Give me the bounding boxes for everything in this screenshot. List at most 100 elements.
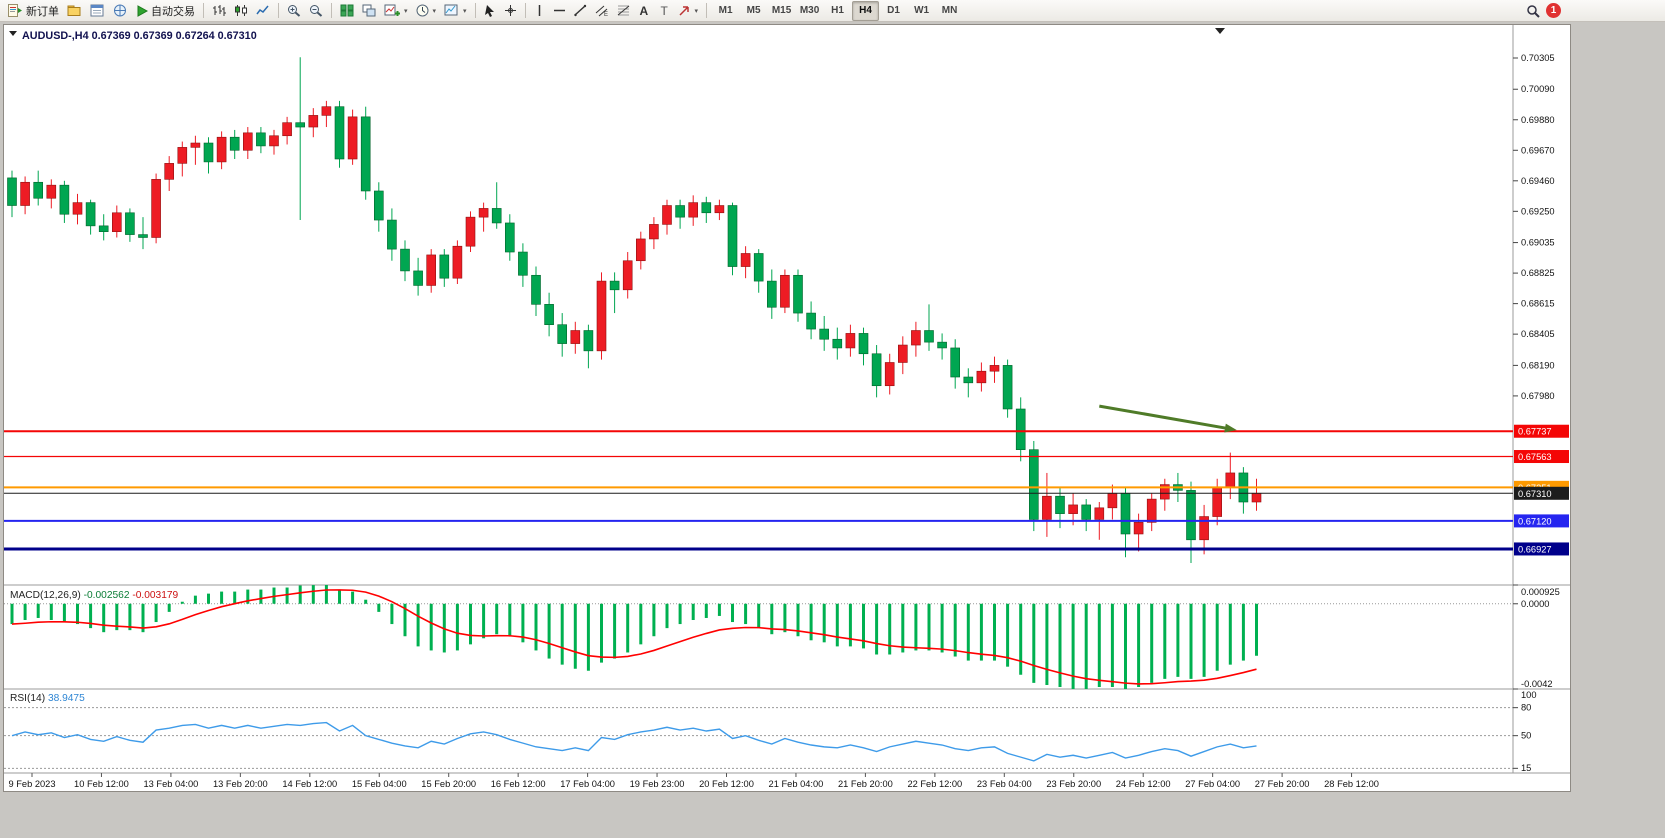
market-watch-button[interactable] (86, 0, 109, 22)
timeframe-D1[interactable]: D1 (887, 5, 900, 16)
svg-text:21 Feb 20:00: 21 Feb 20:00 (838, 779, 893, 789)
chevron-down-icon: ▾ (432, 7, 437, 15)
navigator-icon (113, 4, 128, 17)
chart-window[interactable]: 0.70305 0.70090 0.69880 0.69670 0.69460 0.692… (3, 24, 1571, 792)
cascade-windows-button[interactable] (358, 0, 380, 22)
periods-button[interactable]: ▾ (412, 0, 441, 22)
svg-text:19 Feb 23:00: 19 Feb 23:00 (630, 779, 685, 789)
tile-windows-icon (340, 4, 354, 17)
chart-menu-triangle[interactable] (9, 31, 17, 36)
auto-trading-button-label: 自动交易 (151, 5, 195, 18)
chart-shift-marker[interactable] (1215, 28, 1225, 34)
chart-canvas[interactable]: 0.70305 0.70090 0.69880 0.69670 0.69460 0.692… (4, 25, 1570, 791)
svg-text:17 Feb 04:00: 17 Feb 04:00 (560, 779, 615, 789)
channel-button[interactable]: E (591, 0, 613, 22)
cursor-button[interactable] (480, 0, 500, 22)
timeframe-H1[interactable]: H1 (831, 5, 844, 16)
svg-text:0.67980: 0.67980 (1521, 391, 1555, 401)
timeframe-H4[interactable]: H4 (852, 0, 880, 21)
new-chart-button[interactable]: ▾ (380, 0, 412, 22)
navigator-button[interactable] (109, 0, 132, 22)
price-label-0.67120: 0.67120 (1514, 514, 1569, 528)
crosshair-icon (504, 4, 517, 17)
rsi-axis-label: 50 (1521, 731, 1531, 741)
price-axis: 0.70305 0.70090 0.69880 0.69670 0.69460 0.692… (1513, 53, 1555, 401)
svg-text:16 Feb 12:00: 16 Feb 12:00 (491, 779, 546, 789)
template-chart-icon (444, 4, 459, 17)
svg-text:0.67563: 0.67563 (1518, 452, 1552, 462)
svg-text:22 Feb 12:00: 22 Feb 12:00 (907, 779, 962, 789)
svg-text:20 Feb 12:00: 20 Feb 12:00 (699, 779, 754, 789)
fibonacci-button[interactable] (613, 0, 634, 22)
trend-arrow[interactable] (1099, 404, 1230, 431)
svg-text:23 Feb 04:00: 23 Feb 04:00 (977, 779, 1032, 789)
notification-area: 1 (1526, 3, 1561, 18)
vertical-line-button[interactable] (530, 0, 549, 22)
text-button[interactable]: A (634, 0, 654, 22)
chevron-down-icon: ▾ (404, 7, 408, 15)
svg-text:14 Feb 12:00: 14 Feb 12:00 (282, 779, 337, 789)
timeframe-M1[interactable]: M1 (718, 5, 733, 16)
tile-windows-button[interactable] (336, 0, 358, 22)
text-icon: A (638, 4, 650, 17)
zoom-in-icon (287, 4, 301, 17)
line-chart-icon (256, 4, 270, 17)
svg-text:0.66927: 0.66927 (1518, 544, 1552, 554)
macd-axis-label: 0.0000 (1521, 599, 1549, 609)
svg-text:0.70305: 0.70305 (1521, 53, 1555, 63)
macd-axis-label: -0.0042 (1521, 679, 1553, 689)
svg-text:0.69880: 0.69880 (1521, 115, 1555, 125)
macd-label: MACD(12,26,9) -0.002562 -0.003179 (10, 590, 179, 601)
svg-text:9 Feb 2023: 9 Feb 2023 (8, 779, 55, 789)
svg-text:A: A (639, 4, 648, 17)
svg-text:0.69670: 0.69670 (1521, 145, 1555, 155)
svg-text:0.68615: 0.68615 (1521, 299, 1555, 309)
candlestick-chart-button[interactable] (230, 0, 252, 22)
timeframe-MN[interactable]: MN (941, 5, 958, 16)
label-button[interactable]: T (654, 0, 674, 22)
svg-text:0.69460: 0.69460 (1521, 176, 1555, 186)
horizontal-line-button[interactable] (549, 0, 570, 22)
timeframe-M30[interactable]: M30 (799, 5, 820, 16)
svg-text:0.68190: 0.68190 (1521, 360, 1555, 370)
line-chart-button[interactable] (252, 0, 274, 22)
toolbar-separator (474, 3, 476, 18)
channel-icon: E (595, 4, 609, 17)
timeframe-W1[interactable]: W1 (914, 5, 930, 16)
rsi-axis-label: 15 (1521, 763, 1531, 773)
cursor-icon (484, 4, 496, 17)
toolbar-separator (524, 3, 526, 18)
ohlc-bars-icon (212, 4, 226, 17)
profiles-button[interactable] (63, 0, 86, 22)
new-order-button-label: 新订单 (26, 5, 59, 18)
crosshair-button[interactable] (500, 0, 521, 22)
rsi-axis-label: 80 (1521, 703, 1531, 713)
auto-trading-button[interactable]: 自动交易 (132, 0, 199, 22)
profiles-icon (67, 4, 82, 17)
timeframe-M15[interactable]: M15 (771, 5, 792, 16)
horizontal-line-icon (553, 4, 566, 17)
zoom-in-button[interactable] (283, 0, 305, 22)
templates-button[interactable]: ▾ (440, 0, 471, 22)
timeframe-M5[interactable]: M5 (746, 5, 761, 16)
zoom-out-button[interactable] (305, 0, 327, 22)
new-order-button[interactable]: 新订单 (4, 0, 63, 22)
rsi-label: RSI(14) 38.9475 (10, 693, 85, 704)
autotrade-play-icon (136, 4, 148, 17)
fibonacci-icon (617, 4, 630, 17)
trend-arrow-head[interactable] (1224, 423, 1237, 433)
notification-badge[interactable]: 1 (1546, 3, 1561, 18)
search-icon[interactable] (1526, 4, 1540, 18)
svg-text:23 Feb 20:00: 23 Feb 20:00 (1046, 779, 1101, 789)
arrows-button[interactable]: ▾ (674, 0, 703, 22)
svg-text:13 Feb 20:00: 13 Feb 20:00 (213, 779, 268, 789)
svg-text:15 Feb 20:00: 15 Feb 20:00 (421, 779, 476, 789)
svg-text:0.67310: 0.67310 (1518, 489, 1552, 499)
toolbar-separator (203, 3, 204, 18)
chevron-down-icon: ▾ (463, 7, 467, 15)
arrow-tools-icon (678, 4, 691, 17)
trendline-button[interactable] (570, 0, 591, 22)
bar-chart-button[interactable] (208, 0, 230, 22)
candlesticks-icon (234, 4, 248, 17)
candlestick-series (7, 57, 1262, 564)
